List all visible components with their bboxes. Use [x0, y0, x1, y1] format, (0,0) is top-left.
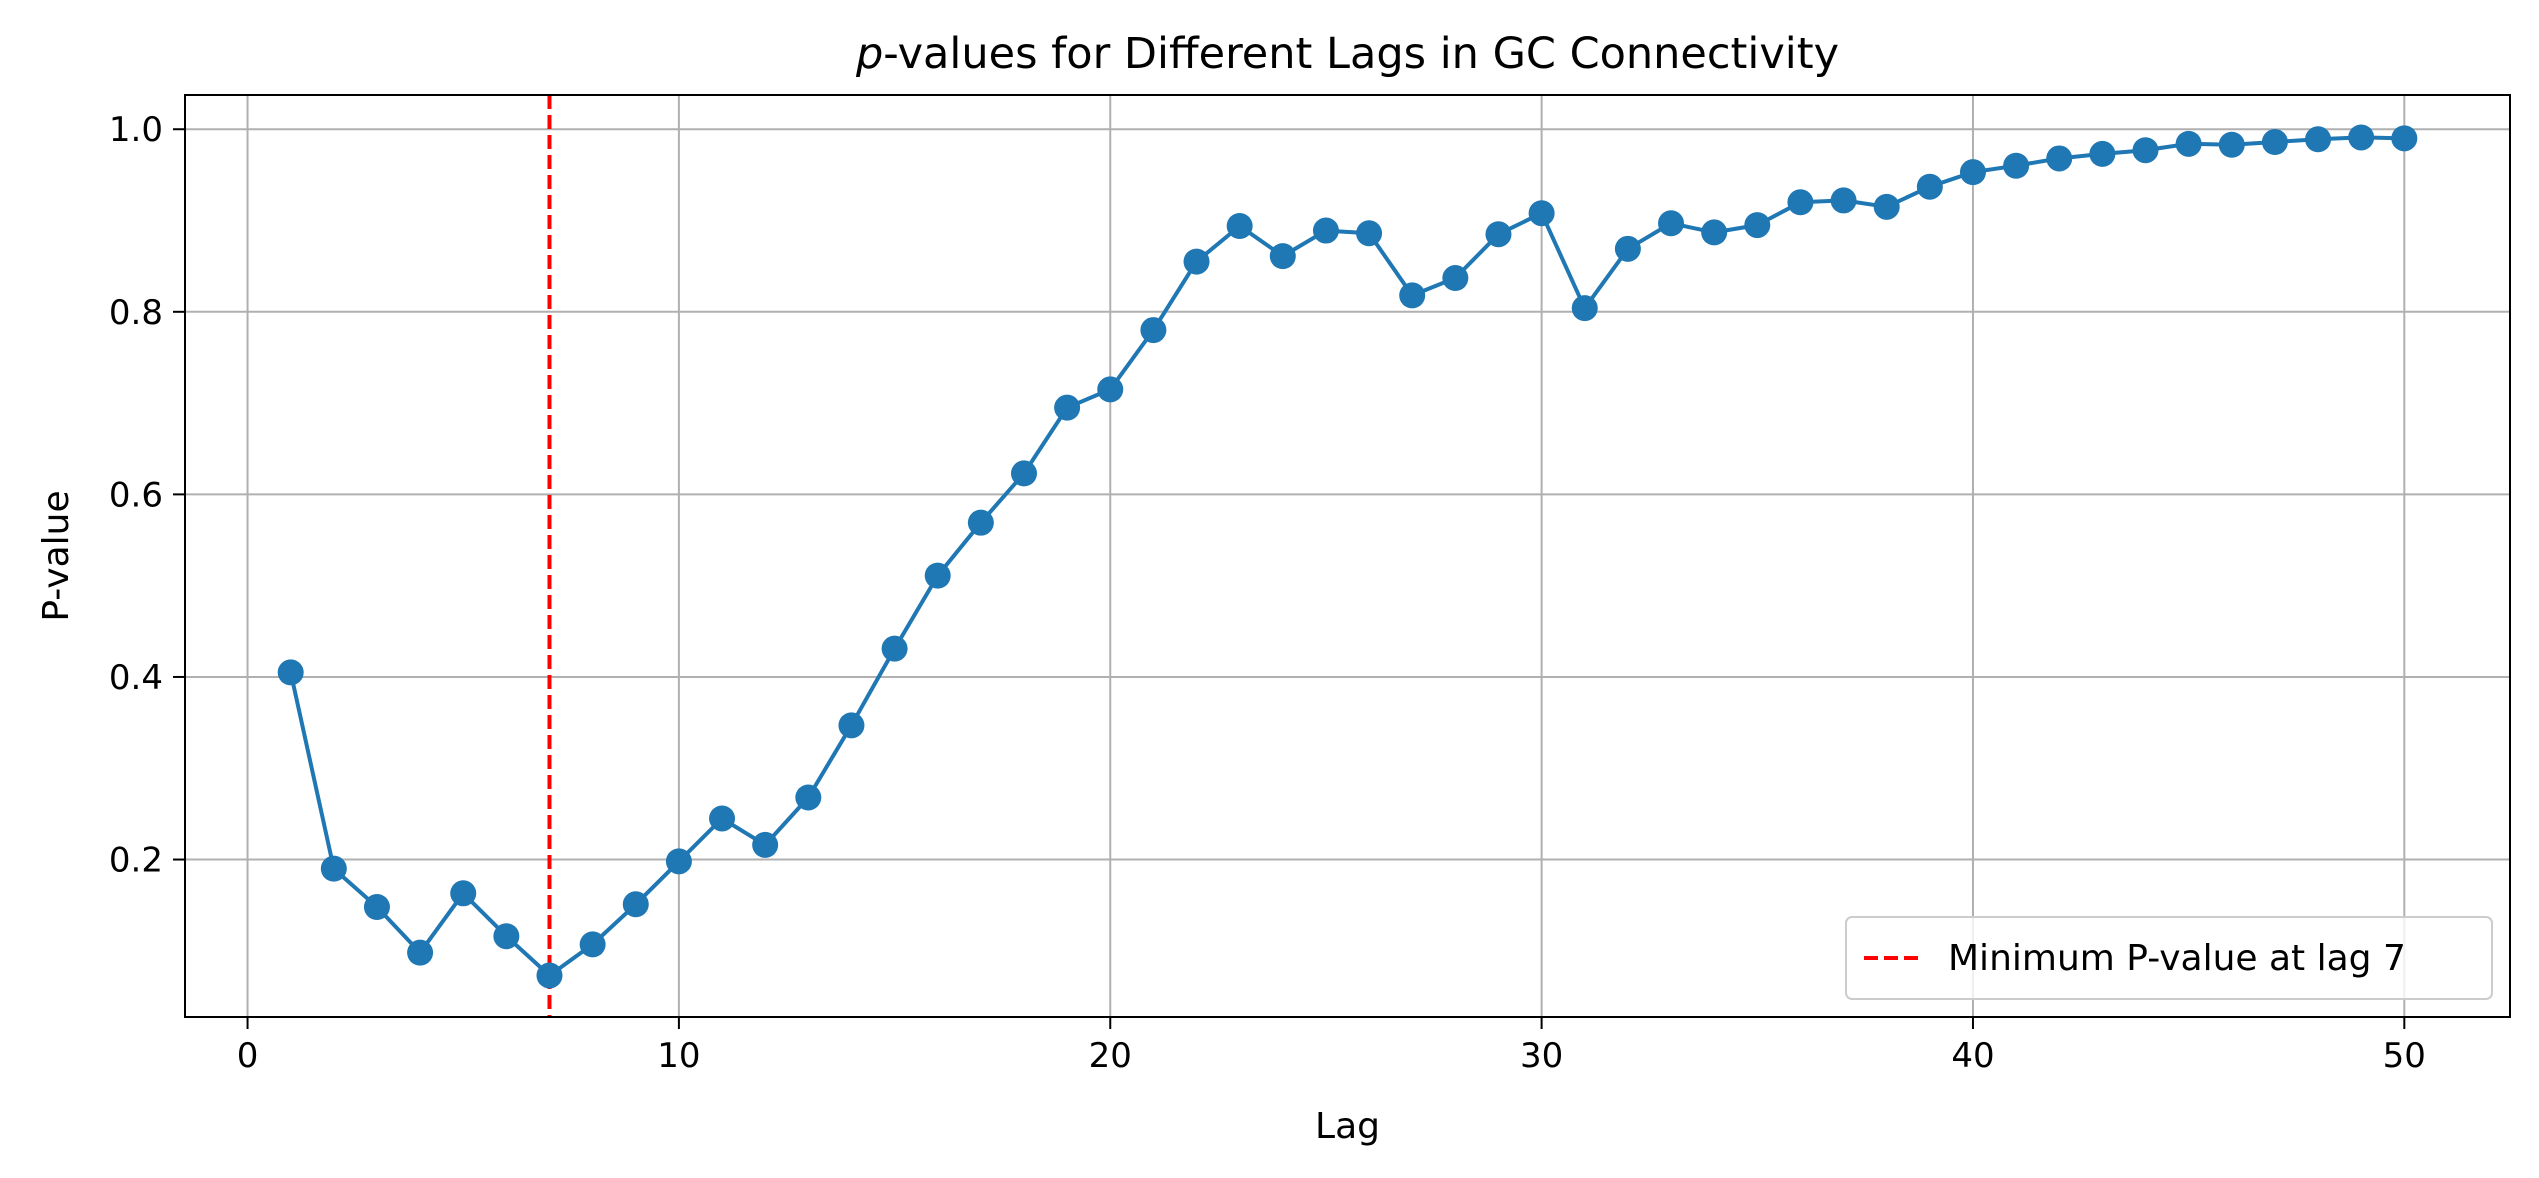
data-point: [1442, 265, 1469, 292]
legend-box: [1845, 916, 2493, 1000]
data-point: [1571, 295, 1598, 322]
data-point: [2089, 140, 2116, 167]
data-point: [838, 712, 865, 739]
data-point: [450, 880, 477, 907]
y-tick-label: 0.8: [109, 293, 163, 333]
data-point: [1097, 376, 1124, 403]
data-point: [1226, 212, 1253, 239]
data-point: [2305, 126, 2332, 153]
data-point: [2003, 152, 2030, 179]
chart-title-rest: -values for Different Lags in GC Connect…: [883, 29, 1839, 79]
x-tick-label: 10: [657, 1036, 700, 1076]
data-point: [1916, 173, 1943, 200]
x-ticks: 0 10 20 30 40 50: [237, 1017, 2426, 1076]
data-point: [1140, 317, 1167, 344]
data-point: [1959, 159, 1986, 186]
y-axis-label: P-value: [36, 490, 77, 621]
y-tick-label: 0.6: [109, 475, 163, 515]
data-point: [1010, 460, 1037, 487]
x-tick-label: 30: [1520, 1036, 1563, 1076]
data-point: [2391, 125, 2418, 152]
legend-label: Minimum P-value at lag 7: [1948, 938, 2406, 979]
data-point: [924, 562, 951, 589]
data-point: [2261, 129, 2288, 156]
chart-title: p-values for Different Lags in GC Connec…: [855, 29, 1839, 79]
data-point: [709, 805, 736, 832]
x-tick-label: 0: [237, 1036, 259, 1076]
data-point: [795, 784, 822, 811]
data-point: [881, 635, 908, 662]
data-point: [536, 962, 563, 989]
data-point: [1269, 243, 1296, 270]
chart-title-italic: p: [855, 29, 883, 79]
y-ticks: 0.2 0.4 0.6 0.8 1.0: [109, 110, 185, 881]
data-point: [1312, 217, 1339, 244]
data-point: [579, 931, 606, 958]
data-point: [1701, 219, 1728, 246]
data-point: [493, 923, 520, 950]
y-tick-label: 0.4: [109, 658, 163, 698]
data-point: [277, 659, 304, 686]
data-point: [622, 891, 649, 918]
x-tick-label: 40: [1951, 1036, 1994, 1076]
data-point: [2175, 130, 2202, 157]
data-point: [1485, 221, 1512, 248]
data-point: [2218, 131, 2245, 158]
data-point: [2046, 145, 2073, 172]
data-point: [1528, 200, 1555, 227]
series-layer: [277, 124, 2418, 989]
data-point: [1744, 212, 1771, 239]
y-tick-label: 1.0: [109, 110, 163, 150]
data-point: [320, 855, 347, 882]
x-tick-label: 20: [1089, 1036, 1132, 1076]
data-point: [665, 848, 692, 875]
data-point: [363, 893, 390, 920]
data-point: [1658, 210, 1685, 237]
data-point: [1054, 394, 1081, 421]
data-point: [752, 831, 779, 858]
legend: Minimum P-value at lag 7: [1845, 916, 2493, 1000]
y-tick-label: 0.2: [109, 841, 163, 881]
x-tick-label: 50: [2383, 1036, 2426, 1076]
data-point: [1787, 189, 1814, 216]
plot-area-frame: [184, 94, 2511, 1018]
data-point: [1873, 193, 1900, 220]
grid: [185, 95, 2510, 1017]
data-point: [1183, 248, 1210, 275]
data-point: [1356, 220, 1383, 247]
data-point: [2132, 137, 2159, 164]
data-point: [407, 939, 434, 966]
data-point: [1399, 282, 1426, 309]
data-point: [1614, 235, 1641, 262]
data-point: [967, 509, 994, 536]
x-axis-label: Lag: [1315, 1106, 1380, 1147]
data-point: [1830, 187, 1857, 214]
data-point: [2348, 124, 2375, 151]
